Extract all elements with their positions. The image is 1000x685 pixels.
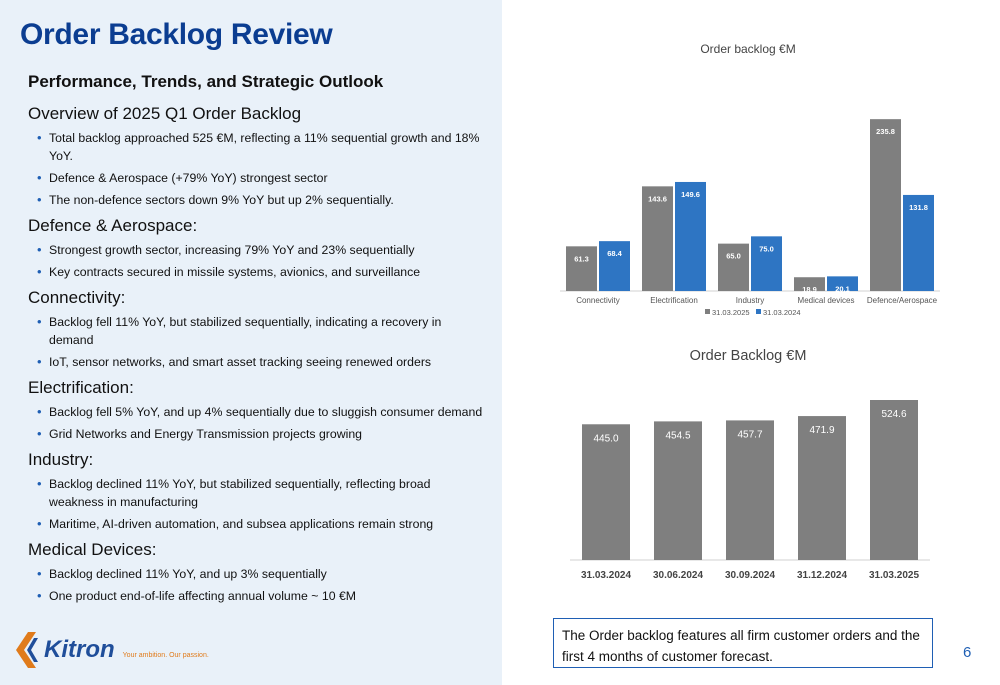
data-label: 457.7 [737,429,762,440]
category-label: 30.06.2024 [653,570,703,581]
bullet-list: Total backlog approached 525 €M, reflect… [28,129,488,209]
bullet-item: Backlog declined 11% YoY, and up 3% sequ… [28,565,488,583]
bar [870,400,918,560]
legend-swatch [756,309,761,314]
bar [903,194,934,291]
section-heading: Industry: [28,450,94,469]
quarterly-backlog-chart: Order Backlog €M 445.0 31.03.2024 454.5 30.0… [570,348,930,581]
legend-label: 31.03.2024 [763,308,801,317]
bullet-item: Strongest growth sector, increasing 79% … [28,241,488,259]
bullet-item: Total backlog approached 525 €M, reflect… [28,129,488,165]
category-label: Connectivity [576,296,620,305]
bar [798,416,846,560]
bar [718,243,749,291]
page-number: 6 [963,644,972,661]
data-label: 235.8 [876,127,895,136]
logo-tagline: Your ambition. Our passion. [122,651,209,659]
bullet-item: Backlog declined 11% YoY, but stabilized… [28,475,488,511]
bar [751,236,782,291]
bar [870,119,901,292]
bar [582,424,630,560]
category-label: 31.03.2024 [581,570,631,581]
backlog-definition-note: The Order backlog features all firm cust… [553,618,933,668]
data-label: 471.9 [809,425,834,436]
data-label: 445.0 [593,433,618,444]
data-label: 143.6 [648,194,667,203]
section-heading: Medical Devices: [28,540,157,559]
backlog-commentary: Overview of 2025 Q1 Order Backlog Total b… [28,103,488,611]
data-label: 524.6 [881,409,906,420]
section-heading: Electrification: [28,378,134,397]
sector-backlog-chart: Order backlog €M 61.3 68.4 Connectivity 143.… [560,42,940,317]
bullet-list: Backlog fell 5% YoY, and up 4% sequentia… [28,403,488,443]
bar [794,277,825,291]
bullet-item: Backlog fell 5% YoY, and up 4% sequentia… [28,403,488,421]
bullet-list: Backlog declined 11% YoY, but stabilized… [28,475,488,533]
section-heading: Overview of 2025 Q1 Order Backlog [28,104,302,123]
bar [726,420,774,560]
bar [566,246,597,291]
section-heading: Connectivity: [28,288,126,307]
legend-swatch [705,309,710,314]
bar [827,276,858,291]
section-heading: Defence & Aerospace: [28,216,198,235]
bullet-item: One product end-of-life affecting annual… [28,587,488,605]
category-label: 30.09.2024 [725,570,775,581]
data-label: 131.8 [909,203,928,212]
category-label: Industry [736,296,764,305]
bullet-item: The non-defence sectors down 9% YoY but … [28,191,488,209]
bullet-list: Backlog declined 11% YoY, and up 3% sequ… [28,565,488,605]
data-label: 20.1 [835,284,850,293]
bullet-item: Maritime, AI-driven automation, and subs… [28,515,488,533]
data-label: 149.6 [681,190,700,199]
data-label: 18.9 [802,285,817,294]
bullet-list: Strongest growth sector, increasing 79% … [28,241,488,281]
bullet-item: Defence & Aerospace (+79% YoY) strongest… [28,169,488,187]
slide-subtitle: Performance, Trends, and Strategic Outlo… [28,72,384,91]
logo-wordmark: Kitron [44,636,115,663]
bullet-item: IoT, sensor networks, and smart asset tr… [28,353,488,371]
slide-title: Order Backlog Review [20,18,333,51]
data-label: 75.0 [759,244,774,253]
legend-label: 31.03.2025 [712,308,750,317]
category-label: Defence/Aerospace [867,296,938,305]
data-label: 68.4 [607,249,622,258]
chart-title: Order backlog €M [700,42,795,56]
bullet-list: Backlog fell 11% YoY, but stabilized seq… [28,313,488,371]
category-label: Electrification [650,296,698,305]
data-label: 65.0 [726,252,741,261]
bar [675,181,706,291]
kitron-chevron-icon [16,632,38,668]
chart-title: Order Backlog €M [690,348,807,364]
data-label: 61.3 [574,254,589,263]
bullet-item: Backlog fell 11% YoY, but stabilized seq… [28,313,488,349]
kitron-logo: Kitron Your ambition. Our passion. [14,628,209,672]
bar [642,186,673,291]
bar [599,241,630,291]
bar [654,421,702,560]
bullet-item: Key contracts secured in missile systems… [28,263,488,281]
category-label: Medical devices [798,296,855,305]
bullet-item: Grid Networks and Energy Transmission pr… [28,425,488,443]
category-label: 31.03.2025 [869,570,919,581]
data-label: 454.5 [665,430,690,441]
category-label: 31.12.2024 [797,570,847,581]
